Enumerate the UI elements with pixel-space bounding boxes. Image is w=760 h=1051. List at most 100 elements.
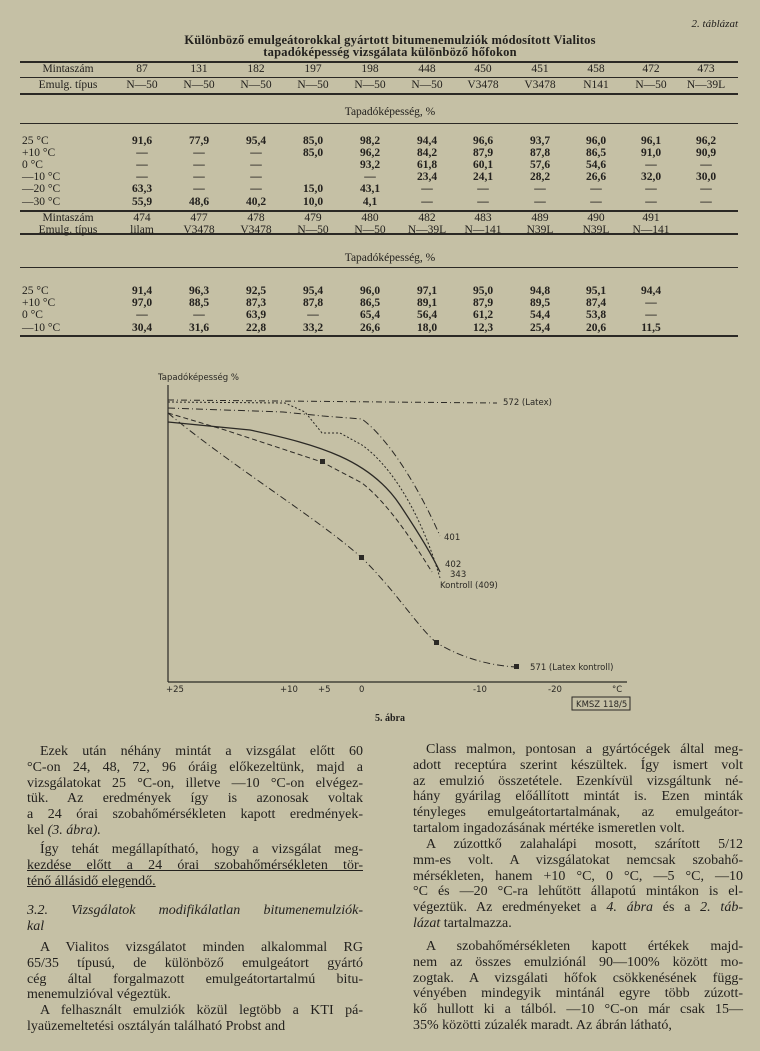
value-cell: 96,2	[695, 135, 717, 147]
value-cell: —	[136, 147, 148, 159]
text-segment: Ezek után néhány mintát a vizsgálat előt…	[40, 744, 363, 759]
text-line: ténő állásidő elegendő.	[27, 874, 363, 890]
table-rule	[20, 233, 738, 235]
value-cell: 24,1	[472, 171, 494, 183]
emulsifier-type-cell: N—50	[126, 79, 158, 91]
value-cell: —	[700, 196, 712, 208]
value-cell: 40,2	[245, 196, 267, 208]
emulsifier-type-cell: V3478	[467, 79, 499, 91]
text-segment: cég által forgalmazott emulgeátortartalm…	[27, 971, 363, 987]
sample-number-cell: 479	[304, 212, 322, 224]
value-cell: —	[136, 309, 148, 321]
value-cell: 96,0	[359, 285, 381, 297]
value-cell: 87,8	[529, 147, 551, 159]
value-cell: —	[477, 183, 489, 195]
value-cell: 95,4	[245, 135, 267, 147]
value-cell: —	[250, 171, 262, 183]
text-line: 65/35 típusú, de különböző emulgeátort g…	[27, 956, 363, 972]
curve-label-572: 572 (Latex)	[503, 398, 552, 408]
text-line: Class malmon, pontosan a gyártócégek ált…	[426, 742, 743, 758]
text-segment: mm-es volt. A vizsgálatokat nemcsak szob…	[413, 852, 743, 868]
data-marker	[320, 459, 325, 464]
value-cell: 91,6	[131, 135, 153, 147]
emulsifier-type-cell: N—50	[411, 79, 443, 91]
value-cell: 54,4	[529, 309, 551, 321]
figure-5: Tapadóképesség % +25 +10 +5 0 -10 -20 °C…	[157, 372, 631, 711]
value-cell: 96,3	[188, 285, 210, 297]
sample-number-header: Mintaszám	[42, 63, 94, 75]
value-cell: 25,4	[529, 322, 551, 334]
table-rule	[20, 335, 738, 337]
temperature-label: 0 °C	[22, 309, 43, 321]
emulsifier-type-cell: N39L	[526, 224, 554, 236]
value-cell: 26,6	[359, 322, 381, 334]
value-cell: 10,0	[302, 196, 324, 208]
value-cell: 95,1	[585, 285, 607, 297]
value-cell: 11,5	[641, 322, 661, 334]
value-cell: —	[421, 196, 433, 208]
value-cell: 4,1	[362, 196, 378, 208]
sample-number-cell: 472	[642, 63, 660, 75]
text-line: kal	[27, 919, 363, 935]
value-cell: 94,8	[529, 285, 551, 297]
value-cell: 48,6	[188, 196, 210, 208]
value-cell: —	[645, 309, 657, 321]
value-cell: 12,3	[472, 322, 494, 334]
emulsifier-type-cell: N—50	[354, 79, 386, 91]
text-segment: 2. táb-	[700, 900, 743, 916]
text-line: A zúzottkő zalahalápi mosott, szárított …	[426, 837, 743, 853]
table-row: —20 °C 63,3 — — 15,0 43,1 — — — — — —	[0, 183, 760, 196]
text-segment: ténő állásidő elegendő.	[27, 873, 156, 889]
text-segment: végeztük. Az eredményeket a	[413, 900, 607, 916]
text-segment: tartalmazza.	[440, 916, 512, 931]
value-cell: —	[645, 159, 657, 171]
value-cell: —	[193, 147, 205, 159]
text-line: zogtak. A vizsgálati hőfok csökkenésének…	[413, 971, 743, 987]
text-line: 35% közötti zúzalék maradt. Az ábrán lát…	[413, 1018, 743, 1034]
value-cell: 61,8	[416, 159, 438, 171]
x-tick-label: +10	[280, 685, 298, 695]
value-cell: 86,5	[359, 297, 381, 309]
emulsifier-type-header: Emulg. típus	[38, 79, 98, 91]
emulsifier-type-cell: N—39L	[407, 224, 447, 236]
value-cell: 94,4	[640, 285, 662, 297]
text-segment: zogtak. A vizsgálati hőfok csökkenésének…	[413, 970, 743, 986]
text-line: mm-es volt. A vizsgálatokat nemcsak szob…	[413, 853, 743, 869]
text-line: adott receptúra szerint készültek. Így i…	[413, 758, 743, 774]
value-cell: 30,0	[695, 171, 717, 183]
table-number: 2. táblázat	[691, 18, 738, 30]
data-marker	[434, 640, 439, 645]
sample-number-row: Mintaszám 474 477 478 479 480 482 483 489 490 491	[0, 212, 760, 225]
x-tick-label: -20	[548, 685, 562, 695]
text-segment: Class malmon, pontosan a gyártócégek ált…	[426, 742, 743, 757]
text-segment: hány gyárilag előállított mintát is. Eze…	[413, 789, 743, 805]
emulsifier-type-row: Emulg. típus N—50 N—50 N—50 N—50 N—50 N—50 V347…	[0, 79, 760, 92]
text-line: vényében mindegyik mintánál egyre több z…	[413, 986, 743, 1002]
text-segment: °C és —20 °C-ra lehűtött állapotú minták…	[413, 884, 743, 900]
table-title-line-1: Különböző emulgeátorokkal gyártott bitum…	[184, 33, 596, 47]
x-tick-label: +5	[318, 685, 331, 695]
emulsifier-type-cell: V3478	[524, 79, 556, 91]
value-cell: —	[136, 159, 148, 171]
text-line: kel (3. ábra).	[27, 823, 363, 839]
value-cell: 87,8	[302, 297, 324, 309]
text-line: Így tehát megállapítható, hogy a vizsgál…	[40, 842, 363, 858]
text-segment: kel	[27, 823, 48, 838]
value-cell: 93,7	[529, 135, 551, 147]
text-line: °C-on 24, 48, 72, 96 óráig előkezeltünk,…	[27, 760, 363, 776]
value-cell: 33,2	[302, 322, 324, 334]
table-rule	[20, 77, 738, 78]
value-cell: —	[534, 183, 546, 195]
value-cell: —	[193, 159, 205, 171]
text-segment: és a	[653, 900, 701, 916]
curve-label-kontroll: Kontroll (409)	[440, 581, 498, 591]
table-rule	[20, 61, 738, 63]
curve-label-571: 571 (Latex kontroll)	[530, 663, 613, 673]
temperature-label: —20 °C	[22, 183, 61, 195]
text-segment: vényében mindegyik mintánál egyre több z…	[413, 986, 743, 1002]
value-cell: —	[250, 147, 262, 159]
text-line: kő hullott ki a tálból. —10 °C-on már cs…	[413, 1002, 743, 1018]
sample-number-cell: 197	[304, 63, 322, 75]
value-cell: 87,4	[585, 297, 607, 309]
value-cell: 30,4	[131, 322, 153, 334]
